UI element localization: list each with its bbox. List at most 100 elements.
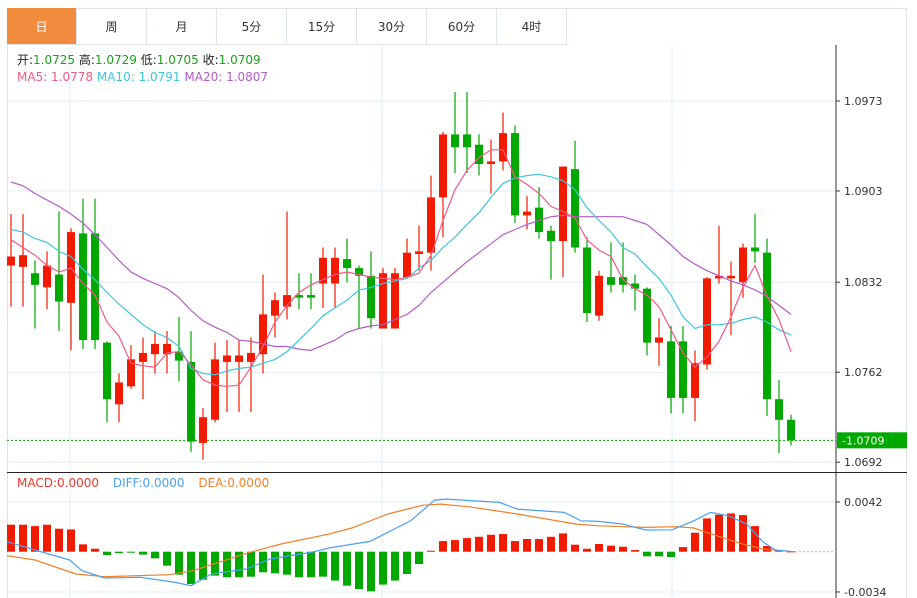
macd-bar: [391, 551, 399, 581]
candle-body: [355, 268, 363, 276]
macd-bar: [451, 540, 459, 552]
candle: [475, 134, 483, 176]
candle: [763, 238, 771, 416]
macd-bar: [631, 550, 639, 552]
macd-bar: [139, 551, 147, 555]
chart-frame: [7, 8, 907, 598]
tab-week[interactable]: 周: [77, 8, 147, 44]
candle: [571, 140, 579, 253]
high-value: 1.0729: [94, 53, 137, 67]
tab-day[interactable]: 日: [7, 8, 77, 44]
candle-body: [499, 133, 507, 162]
candle-body: [199, 417, 207, 443]
candle: [259, 274, 267, 374]
macd-bar: [595, 544, 603, 552]
candle-body: [787, 419, 795, 441]
current-price-badge: [837, 432, 907, 449]
candle: [391, 268, 399, 329]
high-label: 高:: [78, 53, 95, 67]
macd-bar: [103, 551, 111, 556]
tab-5min[interactable]: 5分: [217, 8, 287, 44]
candle-body: [115, 382, 123, 405]
candle: [667, 325, 675, 414]
candle: [787, 414, 795, 446]
candle-body: [667, 341, 675, 398]
price-tick-label: 1.0832: [844, 276, 883, 289]
macd-bar: [583, 548, 591, 552]
low-value: 1.0705: [156, 53, 199, 67]
candle: [415, 225, 423, 271]
tab-60min[interactable]: 60分: [427, 8, 497, 44]
candle: [751, 214, 759, 263]
candle: [223, 340, 231, 413]
macd-value: MACD:0.0000: [17, 476, 100, 490]
candle: [679, 325, 687, 414]
macd-bar: [607, 545, 615, 552]
open-value: 1.0725: [33, 53, 76, 67]
candle-body: [391, 273, 399, 329]
candle-body: [367, 275, 375, 319]
candle-body: [583, 247, 591, 314]
macd-bar: [691, 532, 699, 552]
tab-15min[interactable]: 15分: [287, 8, 357, 44]
candle-body: [763, 252, 771, 400]
macd-bar: [319, 551, 327, 577]
candle-body: [547, 230, 555, 242]
candle-body: [307, 295, 315, 298]
macd-bar: [427, 550, 435, 552]
ma20-line: [10, 181, 792, 352]
candle-body: [235, 355, 243, 362]
candle: [55, 211, 63, 332]
candle-body: [331, 257, 339, 284]
price-tick-label: 1.0762: [844, 366, 883, 379]
candle: [547, 225, 555, 280]
macd-bar: [487, 534, 495, 552]
candle-body: [403, 252, 411, 278]
candle-body: [727, 275, 735, 279]
macd-bar: [559, 533, 567, 552]
macd-bar: [163, 551, 171, 566]
tab-30min[interactable]: 30分: [357, 8, 427, 44]
candle-body: [295, 295, 303, 298]
candle: [271, 292, 279, 338]
candle-body: [379, 273, 387, 329]
macd-bar: [667, 551, 675, 558]
candle-body: [571, 169, 579, 248]
macd-bar: [331, 551, 339, 581]
candle: [115, 373, 123, 423]
candle-body: [451, 134, 459, 148]
macd-bar: [55, 528, 63, 552]
macd-bar: [283, 551, 291, 575]
macd-bar: [115, 551, 123, 554]
candle: [211, 342, 219, 423]
macd-bar: [715, 514, 723, 552]
candle: [427, 175, 435, 271]
candle-body: [223, 355, 231, 362]
candle-body: [43, 265, 51, 288]
candle: [691, 350, 699, 422]
candle: [31, 260, 39, 329]
close-label: 收:: [202, 53, 219, 67]
candle-body: [343, 259, 351, 269]
candle-body: [511, 133, 519, 216]
current-price-label: -1.0709: [842, 434, 884, 447]
close-value: 1.0709: [218, 53, 261, 67]
candle-body: [259, 314, 267, 355]
ma5-legend: MA5: 1.0778: [17, 70, 94, 84]
tab-month[interactable]: 月: [147, 8, 217, 44]
candle: [127, 345, 135, 389]
tab-4hour[interactable]: 4时: [497, 8, 567, 44]
candle-body: [475, 144, 483, 164]
candle-body: [703, 278, 711, 365]
macd-bar: [703, 518, 711, 552]
macd-bar: [67, 529, 75, 552]
candle-body: [439, 134, 447, 198]
price-tick-label: 1.0973: [844, 95, 883, 108]
macd-bar: [499, 534, 507, 552]
candle: [559, 166, 567, 278]
macd-bar: [247, 551, 255, 577]
macd-bar: [235, 551, 243, 578]
low-label: 低:: [140, 53, 157, 67]
candle: [139, 337, 147, 400]
candle: [451, 92, 459, 173]
